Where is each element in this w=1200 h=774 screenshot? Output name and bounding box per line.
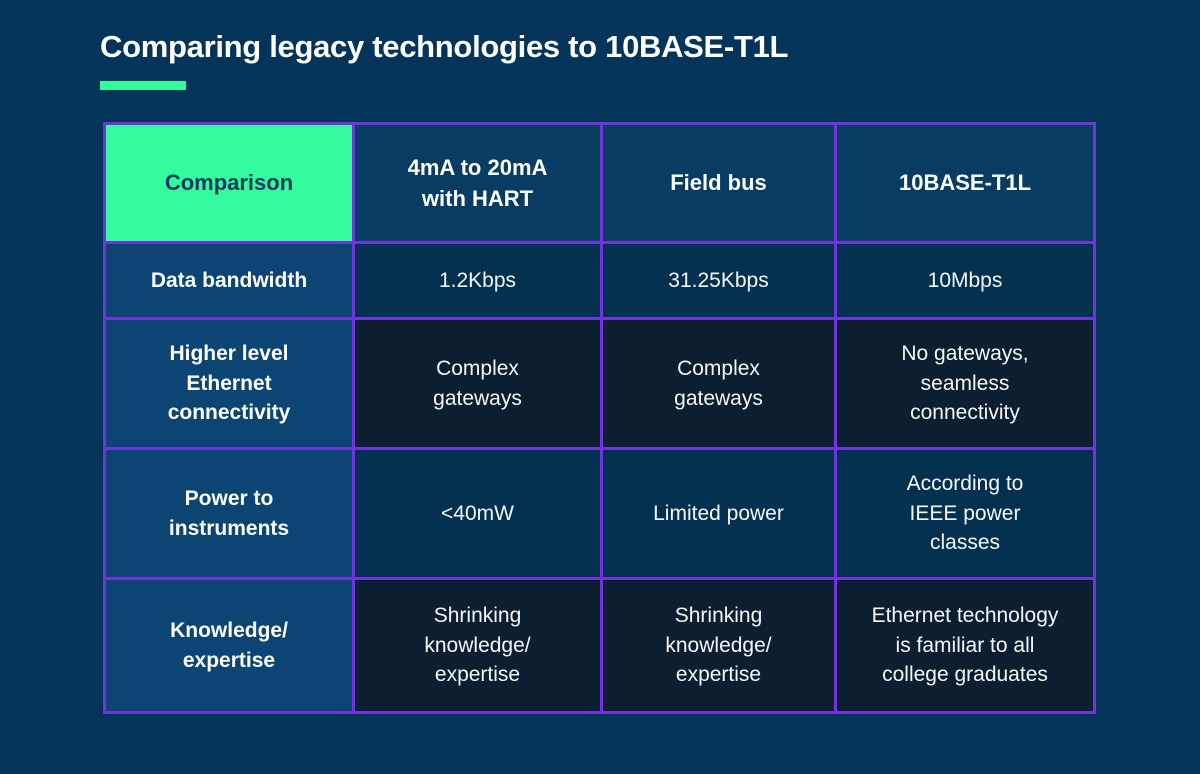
data-cell-knowledge-10base: Ethernet technology is familiar to all c…	[837, 580, 1093, 711]
row-label-knowledge-expertise: Knowledge/ expertise	[106, 580, 352, 711]
row-label-data-bandwidth: Data bandwidth	[106, 244, 352, 317]
data-cell-power-fieldbus: Limited power	[603, 450, 834, 577]
data-cell-power-4-20ma: <40mW	[355, 450, 600, 577]
row-label-power-to-instruments: Power to instruments	[106, 450, 352, 577]
data-cell-connectivity-4-20ma: Complex gateways	[355, 320, 600, 447]
data-cell-power-10base: According to IEEE power classes	[837, 450, 1093, 577]
data-cell-connectivity-10base: No gateways, seamless connectivity	[837, 320, 1093, 447]
data-cell-bandwidth-4-20ma: 1.2Kbps	[355, 244, 600, 317]
data-cell-knowledge-4-20ma: Shrinking knowledge/ expertise	[355, 580, 600, 711]
comparison-table: Comparison 4mA to 20mA with HART Field b…	[103, 122, 1096, 714]
data-cell-bandwidth-fieldbus: 31.25Kbps	[603, 244, 834, 317]
header-block: Comparing legacy technologies to 10BASE-…	[100, 28, 789, 91]
header-cell-10base-t1l: 10BASE-T1L	[837, 125, 1093, 241]
title-accent-bar	[100, 81, 186, 91]
data-cell-connectivity-fieldbus: Complex gateways	[603, 320, 834, 447]
data-cell-bandwidth-10base: 10Mbps	[837, 244, 1093, 317]
header-cell-field-bus: Field bus	[603, 125, 834, 241]
header-cell-comparison: Comparison	[106, 125, 352, 241]
row-label-ethernet-connectivity: Higher level Ethernet connectivity	[106, 320, 352, 447]
data-cell-knowledge-fieldbus: Shrinking knowledge/ expertise	[603, 580, 834, 711]
page-title: Comparing legacy technologies to 10BASE-…	[100, 29, 789, 64]
header-cell-4ma-20ma-hart: 4mA to 20mA with HART	[355, 125, 600, 241]
